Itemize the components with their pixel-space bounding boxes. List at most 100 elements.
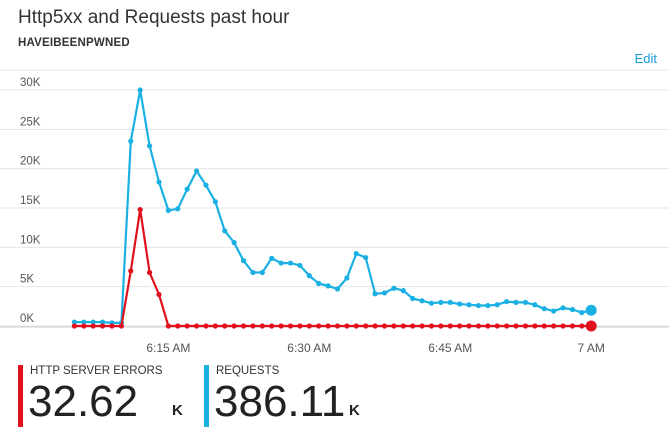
series-0-point (344, 275, 350, 281)
series-0-point (184, 186, 190, 192)
series-0-point (363, 254, 369, 261)
series-1-point (71, 323, 77, 329)
series-0-point (175, 206, 181, 212)
requests-metric-value: 386.11 (214, 377, 346, 426)
series-1-point (504, 323, 510, 329)
series-0-point (259, 269, 265, 276)
series-0-point (457, 301, 463, 307)
x-tick-label: 6:15 AM (146, 341, 190, 355)
series-0-point (287, 260, 294, 266)
series-0-point (137, 87, 143, 93)
series-0-point (156, 179, 162, 185)
series-1-point (306, 323, 312, 329)
series-0-point (551, 308, 557, 314)
series-1-point (353, 323, 359, 329)
errors-color-bar (18, 365, 23, 427)
series-1-point (165, 323, 171, 329)
series-1-point (532, 323, 538, 329)
x-tick-label: 7 AM (578, 341, 605, 355)
series-1-point (560, 323, 566, 329)
series-1-point (250, 323, 256, 329)
y-tick-label: 20K (20, 156, 41, 168)
series-1-point (222, 323, 228, 329)
series-0-point (146, 143, 153, 149)
x-tick-label: 6:30 AM (287, 341, 331, 355)
chart-svg: 0K 5K 10K 15K 20K 25K 30K 6:15 AM 6:30 AM 6:45 AM… (0, 69, 669, 355)
series-0-point (428, 300, 435, 306)
requests-color-bar (204, 365, 209, 427)
series-1-point (485, 323, 491, 329)
series-0-point (372, 291, 378, 297)
series-0-point (579, 310, 585, 316)
series-0-point (485, 302, 491, 309)
series-1-point (579, 323, 585, 329)
series-1-point (184, 323, 190, 329)
series-0-point (231, 240, 237, 246)
series-1-point (569, 323, 576, 329)
series-1-point (344, 323, 350, 329)
series-1-point (438, 323, 444, 329)
series-1-point (372, 323, 378, 329)
errors-metric-value: 32.62 (28, 377, 139, 426)
series-0-point (494, 302, 500, 308)
errors-metric-unit: K (172, 402, 183, 419)
series-0-point (585, 304, 597, 316)
requests-metric-unit: K (349, 402, 360, 419)
requests-metric-label: REQUESTS (216, 365, 280, 377)
series-1-point (419, 323, 425, 329)
series-1-point (585, 320, 597, 332)
line-chart: 0K 5K 10K 15K 20K 25K 30K 6:15 AM 6:30 AM 6:45 AM… (0, 68, 669, 368)
series-0-point (297, 262, 303, 269)
series-1-point (193, 323, 200, 329)
http-server-errors-metric[interactable]: HTTP SERVER ERRORS 32.62 K (18, 365, 188, 427)
edit-link[interactable]: Edit (634, 51, 657, 66)
series-0-point (466, 302, 472, 308)
series-0-point (391, 285, 397, 291)
series-0-point (203, 182, 209, 188)
series-1-point (269, 323, 275, 329)
series-0-point (316, 280, 322, 287)
series-1-point (381, 323, 388, 329)
series-1-point (391, 323, 397, 329)
series-0-point (269, 255, 275, 261)
series-0-point (438, 299, 444, 305)
series-1-point (334, 323, 341, 329)
series-0-point (222, 228, 228, 234)
y-tick-label: 30K (20, 77, 41, 89)
series-1-point (541, 323, 547, 329)
series-1-point (522, 323, 529, 329)
series-1-point (146, 269, 153, 276)
series-0-point (278, 260, 284, 266)
series-1-point (81, 323, 87, 329)
y-tick-label: 5K (20, 274, 34, 286)
series-1-point (447, 323, 453, 329)
series-0-point (560, 305, 566, 311)
series-0-point (513, 299, 519, 305)
series-0-point (240, 258, 247, 264)
y-tick-label: 0K (20, 313, 34, 325)
x-tick-label: 6:45 AM (428, 341, 472, 355)
series-0-point (99, 319, 106, 325)
requests-metric[interactable]: REQUESTS 386.11 K (204, 365, 384, 427)
series-line-0 (74, 88, 592, 324)
series-0-point (334, 286, 341, 292)
series-1-point (400, 323, 406, 329)
series-1-point (231, 323, 237, 329)
series-1-point (156, 291, 162, 298)
series-1-point (513, 323, 519, 329)
series-0-point (381, 290, 388, 296)
series-1-point (278, 323, 284, 329)
y-tick-label: 25K (20, 116, 41, 128)
y-tick-label: 10K (20, 234, 41, 246)
series-1-point (475, 323, 482, 329)
series-0-point (419, 298, 425, 304)
series-0-point (165, 207, 171, 213)
series-1-point (118, 323, 124, 329)
series-1-point (410, 323, 416, 329)
series-0-point (353, 251, 359, 257)
tile-subtitle: HAVEIBEENPWNED (18, 37, 130, 49)
series-1-point (466, 323, 472, 329)
series-1-point (240, 323, 247, 329)
series-0-point (569, 306, 576, 313)
